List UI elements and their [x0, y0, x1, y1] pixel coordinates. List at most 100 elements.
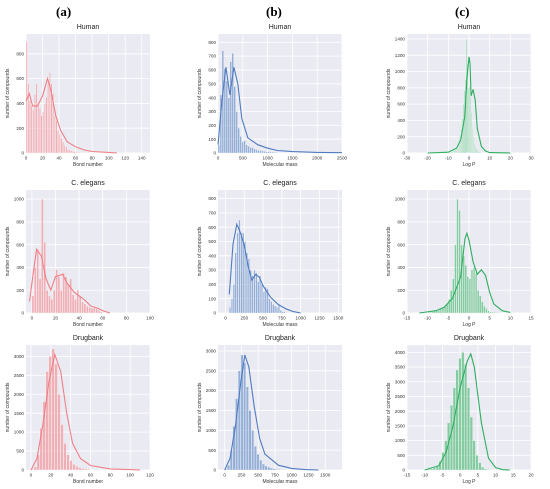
x-axis-label: Bond number	[73, 162, 103, 168]
histogram-bar	[253, 148, 256, 154]
histogram-bar	[48, 295, 51, 314]
x-axis-label: Log P	[462, 479, 476, 485]
column-label-b: (b)	[266, 4, 282, 19]
x-tick-label: 0	[468, 156, 471, 161]
y-tick-label: 0	[213, 468, 216, 473]
y-axis-label: number of compounds	[386, 226, 392, 276]
histogram-bar	[87, 469, 91, 471]
histogram-bar	[57, 394, 61, 471]
histogram-bar	[278, 469, 281, 471]
histogram-bar	[49, 72, 51, 154]
histogram-bar	[493, 312, 496, 314]
histogram-bar	[32, 109, 35, 154]
histogram-bar	[265, 151, 268, 154]
histogram-bar	[33, 466, 37, 471]
histogram-bar	[466, 276, 469, 314]
x-tick-label: 1000	[262, 156, 273, 161]
histogram-bar	[458, 139, 460, 154]
x-tick-label: 500	[259, 316, 267, 321]
histogram-bar	[232, 284, 235, 314]
histogram-bar	[45, 97, 48, 154]
histogram-bar	[478, 462, 482, 471]
histogram-bar	[481, 301, 484, 314]
y-tick-label: 600	[208, 68, 216, 73]
histogram-bar	[270, 301, 273, 314]
histogram-bar	[53, 290, 56, 314]
histogram-bar	[449, 152, 451, 154]
histogram-bar	[471, 128, 473, 154]
histogram-bar	[35, 83, 38, 154]
y-tick-label: 1000	[14, 197, 25, 202]
kde-curve	[28, 247, 110, 314]
histogram-bar	[39, 428, 43, 471]
y-tick-label: 800	[16, 51, 24, 56]
histogram-bar	[448, 299, 451, 314]
histogram-bar	[62, 141, 64, 154]
histogram-bar	[63, 443, 67, 471]
histogram-bar	[72, 151, 74, 154]
y-tick-label: 2500	[14, 373, 25, 378]
x-tick-label: -5	[440, 473, 445, 478]
panel-title: C. elegans	[71, 180, 105, 187]
histogram-bar	[29, 100, 31, 154]
histogram-bar	[90, 308, 94, 314]
y-tick-label: 800	[16, 219, 24, 224]
histogram-bar	[72, 464, 76, 471]
y-tick-label: 800	[397, 219, 405, 224]
x-tick-label: 500	[254, 473, 262, 478]
histogram-bar	[437, 310, 440, 314]
histogram-bar	[257, 281, 260, 314]
x-tick-label: 80	[90, 156, 96, 161]
histogram-bar	[483, 306, 486, 314]
x-tick-label: 140	[138, 156, 146, 161]
histogram-bar	[235, 398, 238, 471]
histogram-bar	[75, 466, 79, 471]
y-tick-label: 2000	[395, 409, 406, 414]
histogram-bar	[470, 112, 472, 154]
histogram-bar	[233, 86, 236, 154]
histogram-bar	[77, 152, 79, 154]
histogram-bar	[255, 272, 258, 314]
histogram-bar	[461, 352, 465, 471]
x-tick-label: 500	[239, 156, 247, 161]
histogram-bar	[456, 198, 459, 314]
histogram-bar	[268, 298, 271, 314]
histogram-bar	[429, 311, 432, 314]
x-tick-label: 1500	[333, 316, 344, 321]
y-tick-label: 800	[208, 196, 216, 201]
x-tick-label: 0	[224, 316, 227, 321]
histogram-bar	[279, 310, 282, 314]
histogram-bar	[50, 83, 53, 154]
kde-curve	[217, 67, 343, 154]
y-tick-label: 1500	[14, 411, 25, 416]
histogram-bar	[248, 410, 252, 471]
x-axis-label: Bond number	[73, 479, 103, 485]
histogram-bar	[55, 120, 58, 154]
histogram-panel-7: 0 20 40 60 80 100 120 0 500 1000 1500 2000 2500 3000 D…	[5, 335, 154, 485]
histogram-bar	[481, 466, 485, 471]
y-axis-label: number of compounds	[5, 226, 11, 276]
histogram-bar	[79, 295, 82, 314]
histogram-bar	[472, 440, 476, 471]
y-tick-label: 400	[208, 95, 216, 100]
panel-title: C. elegans	[452, 180, 486, 187]
histogram-bar	[269, 151, 272, 154]
y-tick-label: 3000	[206, 349, 217, 354]
histogram-bar	[259, 275, 262, 314]
histogram-bar	[67, 149, 69, 154]
histogram-bar	[73, 151, 76, 154]
histogram-bar	[474, 143, 476, 154]
histogram-bar	[42, 401, 46, 471]
histogram-bar	[454, 244, 457, 314]
histogram-bar	[468, 278, 471, 314]
y-tick-label: 100	[208, 137, 216, 142]
y-tick-label: 400	[208, 253, 216, 258]
panel-title: Human	[458, 24, 481, 31]
y-tick-label: 1000	[395, 69, 406, 74]
y-tick-label: 3000	[14, 354, 25, 359]
y-tick-label: 0	[402, 468, 405, 473]
histogram-bar	[479, 152, 481, 154]
x-tick-label: 10	[508, 316, 514, 321]
histogram-bar	[58, 134, 61, 154]
